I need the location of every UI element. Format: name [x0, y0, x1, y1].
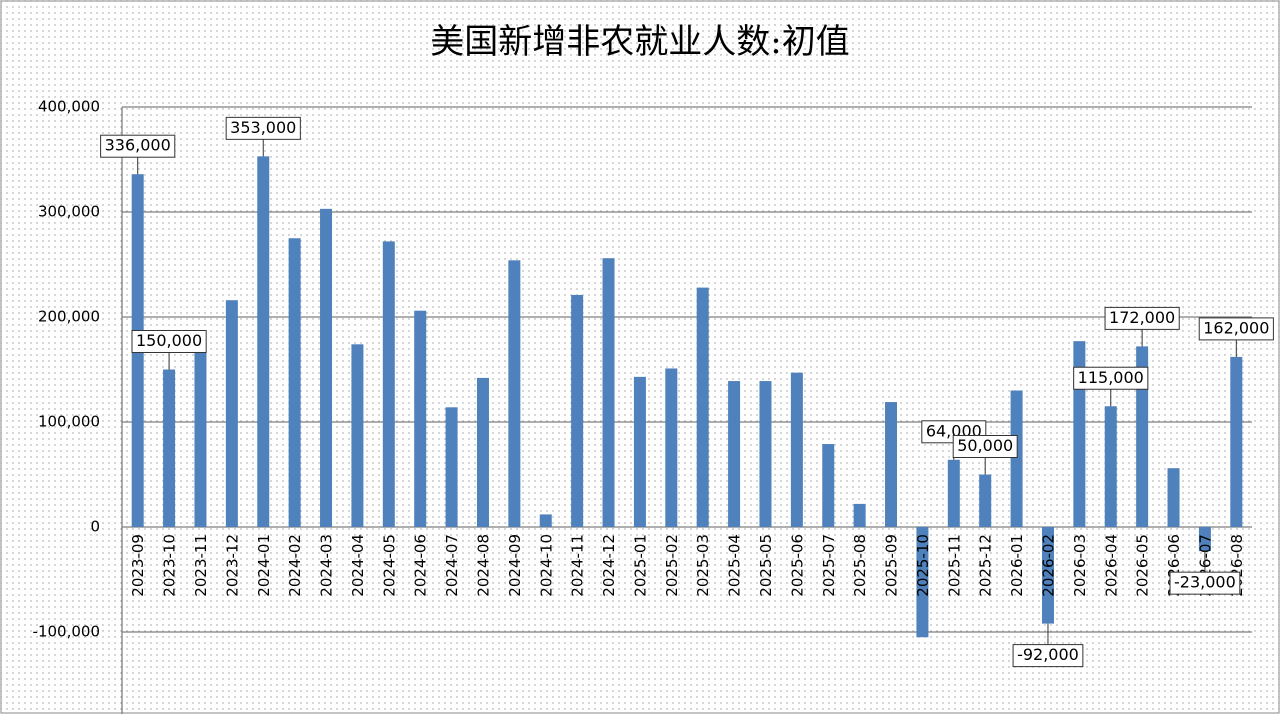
- x-tick-label: 2024-12: [600, 534, 618, 597]
- y-tick-label: 200,000: [38, 308, 100, 326]
- callout-box: [225, 116, 301, 140]
- bar: [885, 402, 898, 527]
- x-tick-label: 2025-10: [914, 534, 932, 597]
- bar: [539, 514, 552, 527]
- bar: [1104, 406, 1117, 527]
- x-tick-label: 2024-05: [380, 534, 398, 597]
- x-tick-label: 2025-07: [820, 534, 838, 597]
- x-tick-label: 2024-06: [412, 534, 430, 597]
- bar: [320, 208, 333, 527]
- y-tick-label: 400,000: [38, 98, 100, 116]
- y-tick-label: 0: [90, 518, 100, 536]
- bar: [665, 368, 678, 527]
- bar: [947, 459, 960, 527]
- x-tick-label: 2024-01: [255, 534, 273, 597]
- x-tick-label: 2024-08: [474, 534, 492, 597]
- x-tick-label: 2025-05: [757, 534, 775, 597]
- callout-box: [952, 435, 1018, 458]
- bar: [1136, 346, 1149, 527]
- x-tick-label: 2025-04: [726, 534, 744, 597]
- bar: [822, 444, 835, 527]
- bar: [979, 474, 992, 527]
- x-tick-label: 2023-11: [192, 534, 210, 597]
- x-tick-label: 2023-10: [161, 534, 179, 597]
- bar: [1198, 527, 1211, 552]
- x-tick-label: 2024-03: [318, 534, 336, 597]
- bar: [382, 241, 395, 527]
- data-label: 50,000: [957, 436, 1013, 455]
- data-label: 353,000: [230, 118, 296, 137]
- data-label: 162,000: [1203, 318, 1269, 337]
- bar: [1010, 390, 1023, 527]
- bar: [696, 287, 709, 527]
- x-tick-label: 2025-03: [694, 534, 712, 597]
- bar: [602, 258, 615, 527]
- bar: [194, 338, 207, 527]
- bar: [1230, 356, 1243, 527]
- bar: [476, 377, 489, 527]
- callout-box: [1073, 366, 1149, 390]
- bar: [414, 310, 427, 527]
- bar: [759, 381, 772, 527]
- x-tick-label: 2025-01: [631, 534, 649, 597]
- callout-box: [100, 134, 176, 158]
- bar: [916, 527, 929, 638]
- x-tick-label: 2024-07: [443, 534, 461, 597]
- bar: [163, 369, 176, 527]
- y-tick-label: 100,000: [38, 413, 100, 431]
- x-tick-label: 2025-12: [977, 534, 995, 597]
- bar: [790, 372, 803, 527]
- data-label: -23,000: [1174, 573, 1236, 592]
- x-tick-label: 2026-05: [1134, 534, 1152, 597]
- bar: [445, 407, 458, 527]
- x-tick-label: 2024-02: [286, 534, 304, 597]
- x-tick-label: 2026-04: [1102, 534, 1120, 597]
- bar: [288, 238, 301, 527]
- callout-box: [131, 330, 207, 353]
- bar: [257, 156, 270, 527]
- bar: [1041, 527, 1054, 624]
- x-tick-label: 2025-11: [945, 534, 963, 597]
- data-label: -92,000: [1017, 645, 1079, 664]
- callout-box: [1198, 317, 1274, 341]
- x-tick-label: 2025-02: [663, 534, 681, 597]
- y-tick-label: -100,000: [33, 623, 100, 641]
- bar: [508, 260, 521, 527]
- callout-box: [1169, 571, 1241, 595]
- x-tick-label: 2026-02: [1039, 534, 1057, 597]
- bar: [633, 376, 646, 527]
- x-tick-label: 2025-09: [883, 534, 901, 597]
- chart-title: 美国新增非农就业人数:初值: [430, 22, 849, 62]
- y-tick-label: 300,000: [38, 203, 100, 221]
- bar: [728, 381, 741, 527]
- callout-box: [1012, 644, 1084, 668]
- x-tick-label: 2026-01: [1008, 534, 1026, 597]
- data-label: 336,000: [105, 136, 171, 155]
- data-label: 150,000: [136, 331, 202, 350]
- bar: [225, 300, 238, 527]
- x-tick-label: 2026-03: [1071, 534, 1089, 597]
- x-tick-label: 2024-11: [569, 534, 587, 597]
- x-tick-label: 2024-04: [349, 534, 367, 597]
- bar: [351, 344, 364, 527]
- bar: [853, 503, 866, 527]
- x-tick-label: 2024-09: [506, 534, 524, 597]
- x-tick-label: 2024-10: [537, 534, 555, 597]
- bar: [571, 294, 584, 527]
- callout-box: [1104, 306, 1180, 330]
- data-label: 115,000: [1078, 368, 1144, 387]
- x-tick-label: 2025-06: [788, 534, 806, 597]
- x-tick-label: 2025-08: [851, 534, 869, 597]
- x-tick-label: 2023-12: [223, 534, 241, 597]
- x-tick-label: 2023-09: [129, 534, 147, 597]
- data-label: 172,000: [1109, 308, 1175, 327]
- bar: [1167, 468, 1180, 527]
